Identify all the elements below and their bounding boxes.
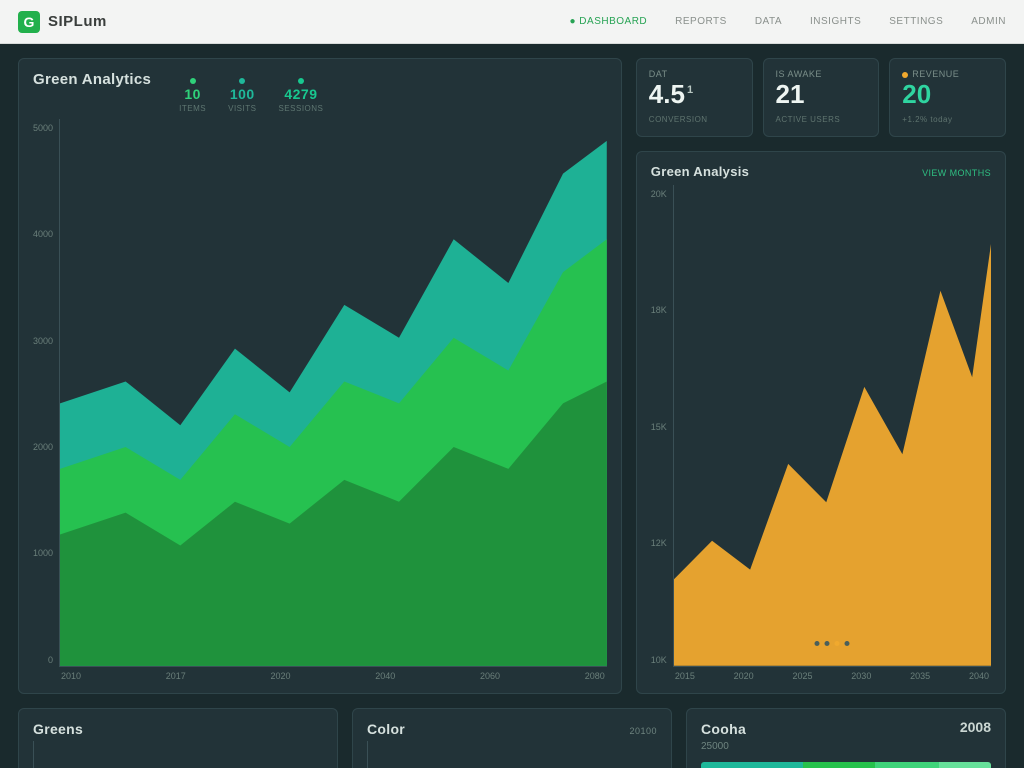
nav-item-reports[interactable]: Reports <box>675 16 727 27</box>
greens-title: Greens <box>33 721 323 737</box>
main-x-axis: 201020172020204020602080 <box>59 667 607 681</box>
cooha-panel: Cooha 2008 25000 TOTAL REACH <box>686 708 1006 768</box>
nav-item-dashboard[interactable]: Dashboard <box>569 16 647 27</box>
mini-stat: 10 ITEMS <box>179 78 206 113</box>
side-x-axis: 201520202025203020352040 <box>673 667 991 681</box>
nav-item-insights[interactable]: Insights <box>810 16 861 27</box>
side-y-axis: 20K18K15K12K10K <box>651 185 673 681</box>
progress-segment <box>803 762 876 768</box>
mini-stat: 100 VISITS <box>228 78 256 113</box>
color-panel: Color 20100 1234567 <box>352 708 672 768</box>
greens-plot <box>33 741 323 768</box>
pager-dots[interactable] <box>815 641 850 646</box>
cooha-progress <box>701 762 991 768</box>
topbar: G SIPLum Dashboard Reports Data Insights Set… <box>0 0 1024 44</box>
right-column: DAT 4.51 CONVERSIONIS AWAKE 21 ACTIVE US… <box>636 58 1006 694</box>
side-chart-plot <box>673 185 991 667</box>
stat-card[interactable]: IS AWAKE 21 ACTIVE USERS <box>763 58 880 137</box>
dashboard-surface: Green Analytics 10 ITEMS 100 VISITS 4279… <box>0 44 1024 768</box>
side-chart-title: Green Analysis <box>651 164 749 179</box>
progress-segment <box>701 762 803 768</box>
mini-stats: 10 ITEMS 100 VISITS 4279 SESSIONS <box>179 78 323 113</box>
cooha-title: Cooha <box>701 721 991 737</box>
nav-item-data[interactable]: Data <box>755 16 782 27</box>
main-chart-title: Green Analytics <box>33 71 151 88</box>
color-title: Color <box>367 721 405 737</box>
stat-card[interactable]: REVENUE 20 +1.2% today <box>889 58 1006 137</box>
color-sub: 20100 <box>629 726 657 736</box>
mini-stat: 4279 SESSIONS <box>278 78 323 113</box>
greens-panel: Greens JFMAMJJ <box>18 708 338 768</box>
brand-name: SIPLum <box>48 13 107 30</box>
logo-icon: G <box>18 11 40 33</box>
progress-segment <box>939 762 991 768</box>
cooha-sub: 25000 <box>701 741 991 752</box>
top-nav: Dashboard Reports Data Insights Settings Admi… <box>569 16 1006 27</box>
side-chart-panel: Green Analysis VIEW MONTHS 20K18K15K12K1… <box>636 151 1006 694</box>
color-plot <box>367 741 657 768</box>
stat-card[interactable]: DAT 4.51 CONVERSION <box>636 58 753 137</box>
cooha-value: 2008 <box>960 719 991 735</box>
side-chart-link[interactable]: VIEW MONTHS <box>922 168 991 178</box>
main-y-axis: 500040003000200010000 <box>33 119 59 681</box>
progress-segment <box>875 762 939 768</box>
main-chart-plot <box>59 119 607 667</box>
stat-cards-row: DAT 4.51 CONVERSIONIS AWAKE 21 ACTIVE US… <box>636 58 1006 137</box>
nav-item-settings[interactable]: Settings <box>889 16 943 27</box>
nav-item-admin[interactable]: Admin <box>971 16 1006 27</box>
main-chart-panel: Green Analytics 10 ITEMS 100 VISITS 4279… <box>18 58 622 694</box>
